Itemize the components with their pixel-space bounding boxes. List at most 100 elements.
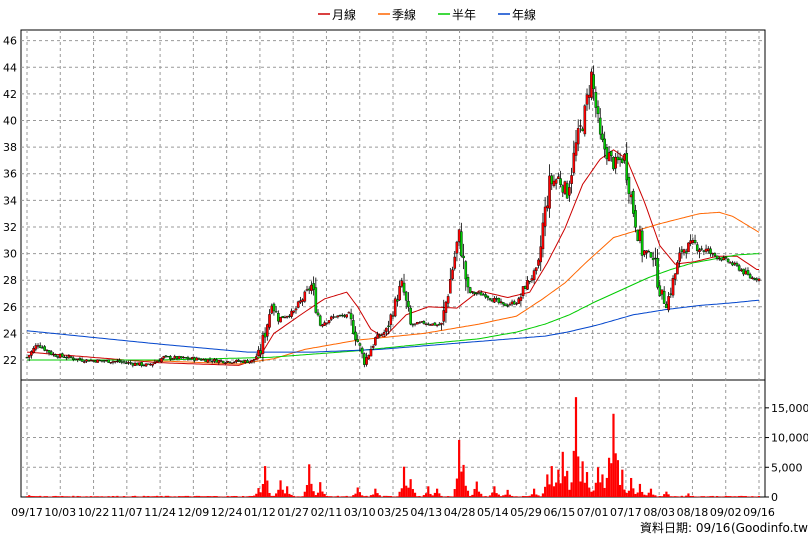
candle-body	[645, 250, 648, 253]
volume-bar	[497, 494, 500, 497]
candle-body	[41, 347, 44, 349]
volume-bar	[138, 496, 141, 498]
volume-bar	[707, 496, 710, 497]
candle-body	[682, 249, 686, 253]
volume-bar	[742, 496, 745, 497]
volume-bar	[122, 496, 126, 497]
candle-body	[724, 257, 728, 259]
candle-body	[643, 250, 646, 255]
volume-bar	[72, 495, 75, 497]
volume-bar	[327, 496, 331, 497]
candle-body	[43, 346, 46, 351]
candle-body	[391, 315, 395, 317]
candle-body	[418, 322, 421, 324]
volume-bar	[680, 495, 683, 497]
volume-bar	[56, 496, 59, 497]
candle-body	[671, 277, 675, 296]
candle-body	[252, 358, 256, 361]
candle-body	[607, 152, 611, 162]
volume-bar	[305, 485, 309, 497]
candle-body	[729, 262, 732, 264]
candle-body	[700, 248, 703, 250]
volume-bar	[544, 486, 547, 497]
volume-bar	[555, 482, 558, 497]
candle-body	[274, 311, 278, 313]
candle-body	[321, 324, 324, 327]
candle-body	[477, 292, 481, 294]
volume-bar	[645, 495, 648, 497]
volume-bar	[354, 493, 357, 497]
candle-body	[711, 252, 714, 255]
candle-body	[422, 321, 426, 324]
x-tick-label: 03/10	[344, 506, 376, 519]
legend-label: 季線	[392, 7, 416, 22]
volume-bar	[599, 482, 602, 497]
candle-body	[197, 358, 201, 360]
candle-body	[146, 363, 150, 365]
candle-body	[60, 353, 64, 357]
volume-bar	[482, 496, 485, 497]
footer-source: (Goodinfo.tw)	[731, 521, 808, 535]
candle-body	[693, 240, 697, 243]
volume-bar	[219, 496, 223, 498]
candle-body	[257, 349, 260, 356]
volume-bar	[570, 482, 573, 497]
candle-body	[486, 295, 490, 298]
volume-bar	[133, 495, 137, 497]
candle-body	[424, 323, 428, 325]
candle-body	[519, 296, 523, 301]
x-tick-label: 12/24	[211, 506, 243, 519]
volume-bar	[400, 488, 403, 497]
candle-body	[393, 298, 397, 317]
candle-body	[160, 358, 163, 363]
volume-bar	[32, 496, 35, 497]
candle-body	[175, 356, 179, 359]
candle-body	[259, 350, 263, 354]
candle-body	[385, 327, 388, 332]
candle-body	[687, 242, 690, 253]
x-tick-label: 12/09	[178, 506, 210, 519]
candle-body	[550, 175, 554, 185]
volume-bar	[316, 492, 320, 497]
candle-body	[224, 362, 227, 364]
volume-bar	[451, 496, 454, 497]
price-tick-label: 44	[3, 61, 17, 74]
volume-bar	[116, 495, 119, 497]
candle-body	[574, 142, 578, 156]
volume-bar	[338, 496, 342, 497]
volume-tick-label: 10,000	[771, 432, 808, 445]
candle-body	[164, 355, 168, 357]
volume-bar	[107, 496, 110, 497]
candle-body	[678, 252, 681, 262]
volume-bar	[630, 477, 633, 497]
candle-body	[649, 252, 653, 258]
candle-body	[457, 229, 461, 242]
x-tick-label: 09/02	[710, 506, 742, 519]
volume-bar	[230, 496, 234, 497]
candle-body	[27, 354, 31, 358]
x-tick-label: 10/03	[44, 506, 76, 519]
candle-body	[213, 359, 216, 362]
volume-bar	[286, 486, 289, 497]
candle-body	[47, 350, 51, 353]
candle-body	[116, 360, 119, 363]
candle-body	[34, 345, 38, 350]
candle-body	[623, 153, 626, 161]
volume-bar	[151, 496, 154, 497]
volume-bar	[612, 413, 615, 497]
volume-bar	[416, 496, 419, 497]
volume-bar	[98, 496, 101, 497]
volume-bar	[513, 496, 516, 497]
candle-body	[466, 277, 470, 288]
volume-bar	[36, 496, 40, 497]
candle-body	[559, 178, 562, 186]
candle-body	[684, 251, 688, 254]
volume-bar	[193, 496, 196, 497]
candle-body	[98, 360, 102, 362]
footer-date-label: 資料日期: 09/16	[640, 521, 730, 535]
volume-bar	[94, 496, 97, 497]
volume-bar	[616, 460, 619, 497]
candle-body	[263, 332, 267, 338]
legend-label: 月線	[332, 7, 356, 22]
